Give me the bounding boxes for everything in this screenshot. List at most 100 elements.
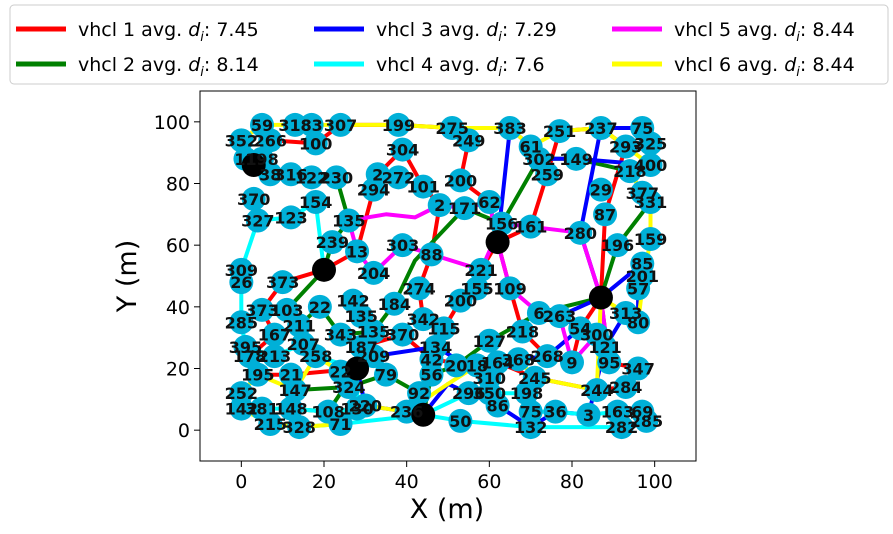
node-marker <box>245 362 270 387</box>
node-label: 207 <box>287 335 320 354</box>
node-label: 218 <box>506 323 539 342</box>
node-label: 218 <box>613 162 646 181</box>
node-label: 370 <box>386 326 419 345</box>
node-label: 22 <box>329 363 351 382</box>
node-label: 59 <box>251 116 273 135</box>
node-label: 142 <box>225 400 258 419</box>
node-marker <box>638 131 663 156</box>
node-marker <box>303 131 328 156</box>
node-label: 196 <box>601 236 634 255</box>
node-label: 350 <box>473 384 506 403</box>
node-label: 61 <box>520 138 542 157</box>
node-label: 377 <box>626 184 659 203</box>
node-label: 199 <box>382 116 415 135</box>
node-label: 294 <box>357 181 390 200</box>
node-marker <box>626 356 651 381</box>
node-label: 122 <box>295 168 328 187</box>
node-label: 167 <box>258 326 291 345</box>
y-tick-label: 100 <box>154 112 190 134</box>
node-label: 3 <box>583 406 594 425</box>
node-label: 347 <box>621 360 654 379</box>
node-label: 327 <box>241 212 274 231</box>
node-marker <box>456 128 481 153</box>
node-label: 9 <box>566 353 577 372</box>
node-label: 313 <box>609 304 642 323</box>
node-label: 121 <box>588 338 621 357</box>
y-axis-ticks: 0 20 40 60 80 100 <box>154 112 200 442</box>
node-label: 79 <box>375 366 397 385</box>
node-label: 263 <box>543 307 576 326</box>
node-marker <box>324 165 349 190</box>
node-label: 220 <box>349 397 382 416</box>
node-marker <box>448 288 473 313</box>
plot-frame <box>199 90 697 462</box>
node-label: 310 <box>473 369 506 388</box>
node-marker <box>361 344 386 369</box>
node-marker <box>609 415 634 440</box>
node-marker <box>584 378 609 403</box>
x-tick-label: 0 <box>235 471 247 493</box>
node-marker <box>237 344 262 369</box>
node-marker <box>283 378 308 403</box>
node-label: 100 <box>299 134 332 153</box>
node-marker <box>336 208 361 233</box>
node-label: 50 <box>449 412 471 431</box>
depot-marker-3 <box>345 356 370 381</box>
legend: vhcl 1 avg. di: 7.45 vhcl 2 avg. di: 8.14… <box>9 4 889 85</box>
node-label: 56 <box>420 366 442 385</box>
node-marker <box>477 328 502 353</box>
node-marker <box>336 375 361 399</box>
node-label: 285 <box>630 412 663 431</box>
node-marker <box>613 375 638 399</box>
node-marker <box>250 297 274 322</box>
node-label: 275 <box>435 119 468 138</box>
y-tick-label: 80 <box>166 174 190 196</box>
node-label: 293 <box>609 138 642 157</box>
node-marker <box>448 168 473 193</box>
node-marker <box>303 344 328 369</box>
node-label: 244 <box>580 381 613 400</box>
node-label: 85 <box>631 255 653 274</box>
node-marker <box>229 310 254 335</box>
node-label: 11 <box>234 150 256 169</box>
node-label: 400 <box>634 156 667 175</box>
node-label: 328 <box>282 418 315 437</box>
node-label: 280 <box>564 224 597 243</box>
node-marker <box>374 362 398 387</box>
node-marker <box>506 347 531 372</box>
node-label: 135 <box>344 307 377 326</box>
node-label: 209 <box>357 347 390 366</box>
node-marker <box>283 112 308 137</box>
node-label: 268 <box>530 347 563 366</box>
node-label: 2 <box>434 196 445 215</box>
node-marker <box>278 205 303 230</box>
node-label: 266 <box>254 131 287 150</box>
node-marker <box>469 257 494 282</box>
legend-label-vhcl-2: vhcl 2 avg. di: 8.14 <box>78 54 259 80</box>
node-marker <box>518 415 543 440</box>
node-marker <box>448 408 473 433</box>
node-label: 245 <box>518 369 551 388</box>
node-label: 2 <box>372 165 383 184</box>
legend-label-vhcl-1: vhcl 1 avg. di: 7.45 <box>78 19 259 45</box>
node-label: 83 <box>300 116 322 135</box>
node-label: 148 <box>274 400 307 419</box>
node-label: 373 <box>245 301 278 320</box>
legend-label-vhcl-5: vhcl 5 avg. di: 8.44 <box>674 19 855 45</box>
node-label: 252 <box>225 384 258 403</box>
node-label: 103 <box>270 301 303 320</box>
node-marker <box>564 146 589 171</box>
node-label: 309 <box>225 261 258 280</box>
node-marker <box>278 396 303 421</box>
node-label: 251 <box>543 122 576 141</box>
depot-marker-6 <box>588 285 613 310</box>
node-label: 284 <box>609 378 642 397</box>
node-label: 171 <box>448 199 481 218</box>
node-label: 147 <box>278 381 311 400</box>
node-label: 18 <box>466 356 488 375</box>
node-marker <box>386 165 411 190</box>
node-label: 274 <box>402 279 435 298</box>
node-label: 130 <box>340 400 373 419</box>
node-marker <box>605 233 630 258</box>
node-marker <box>543 399 568 424</box>
